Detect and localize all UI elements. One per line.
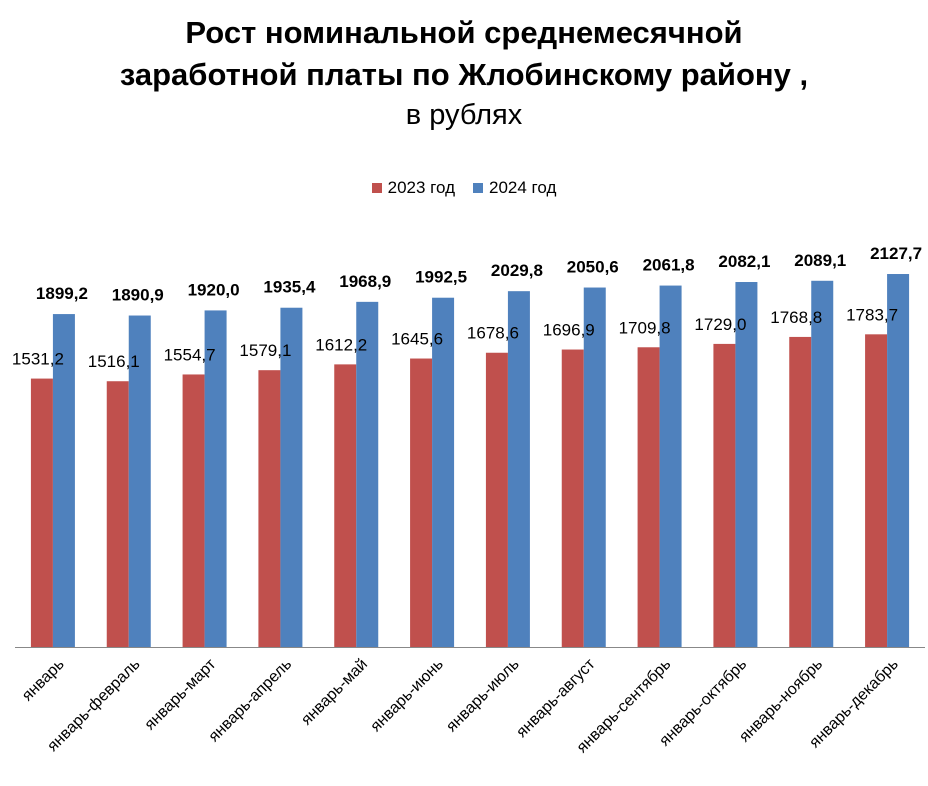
- bar-2023-6: [485, 352, 508, 647]
- bar-2023-8: [637, 347, 660, 647]
- chart-subtitle: в рублях: [405, 99, 523, 131]
- bar-2023-4: [334, 364, 357, 647]
- bar-2024-4: [356, 301, 379, 647]
- x-tick-label-6: январь-июль: [443, 656, 523, 736]
- data-label-2024-10: 2089,1: [794, 251, 846, 270]
- bar-2023-3: [258, 370, 281, 647]
- bar-2023-9: [713, 343, 736, 647]
- legend-swatch-2024: [473, 183, 483, 193]
- bar-2023-10: [789, 336, 812, 647]
- data-label-2023-3: 1579,1: [239, 341, 291, 360]
- bar-2024-10: [811, 280, 834, 647]
- data-label-2024-5: 1992,5: [415, 268, 467, 287]
- legend-label-2023: 2023 год: [387, 178, 455, 197]
- legend-swatch-2023: [371, 183, 382, 193]
- data-label-2023-9: 1729,0: [694, 315, 746, 334]
- x-tick-label-2: январь-март: [142, 655, 220, 733]
- bar-2024-7: [583, 287, 606, 647]
- data-label-2023-6: 1678,6: [467, 324, 519, 343]
- legend-entry-2023: 2023 год: [371, 178, 455, 198]
- bar-2024-5: [432, 297, 455, 647]
- bar-2024-3: [280, 307, 303, 647]
- data-label-2023-5: 1645,6: [391, 330, 443, 349]
- data-label-2024-0: 1899,2: [36, 284, 88, 303]
- data-label-2023-10: 1768,8: [770, 308, 822, 327]
- chart-title-line-2: заработной платы по Жлобинскому району ,: [119, 57, 809, 92]
- bar-2023-5: [410, 358, 433, 647]
- data-label-2023-4: 1612,2: [315, 335, 367, 354]
- legend-label-2024: 2024 год: [489, 178, 557, 197]
- data-label-2023-8: 1709,8: [619, 318, 671, 337]
- bar-2023-7: [561, 349, 584, 647]
- data-label-2024-11: 2127,7: [870, 244, 922, 263]
- data-label-2023-7: 1696,9: [543, 321, 595, 340]
- bar-2024-1: [128, 315, 151, 647]
- bar-2023-2: [182, 374, 205, 647]
- x-tick-label-3: январь-апрель: [206, 656, 296, 746]
- bar-2024-6: [507, 291, 530, 647]
- data-label-2024-1: 1890,9: [112, 286, 164, 305]
- data-label-2024-9: 2082,1: [718, 252, 770, 271]
- bar-2024-0: [52, 314, 75, 647]
- data-label-2024-4: 1968,9: [339, 272, 391, 291]
- chart-title: Рост номинальной среднемесячной заработн…: [0, 12, 928, 134]
- data-label-2023-11: 1783,7: [846, 305, 898, 324]
- x-tick-label-5: январь-июнь: [367, 656, 446, 735]
- data-label-2024-3: 1935,4: [263, 278, 316, 297]
- x-tick-label-4: январь-май: [298, 656, 371, 729]
- data-label-2023-0: 1531,2: [12, 350, 64, 369]
- bar-2024-11: [887, 274, 910, 647]
- bar-2024-9: [735, 282, 758, 647]
- chart-legend: 2023 год 2024 год: [0, 178, 928, 198]
- bar-2023-0: [30, 378, 53, 647]
- bar-2023-11: [865, 334, 888, 647]
- bar-2023-1: [106, 381, 129, 647]
- x-tick-label-7: январь-август: [513, 655, 599, 741]
- data-label-2024-6: 2029,8: [491, 261, 543, 280]
- data-label-2023-2: 1554,7: [164, 345, 216, 364]
- data-label-2024-2: 1920,0: [188, 280, 240, 299]
- data-label-2023-1: 1516,1: [88, 352, 140, 371]
- chart-title-line-1: Рост номинальной среднемесячной: [185, 15, 743, 50]
- legend-entry-2024: 2024 год: [473, 178, 556, 198]
- x-tick-label-0: январь: [19, 656, 68, 705]
- data-label-2024-7: 2050,6: [567, 258, 619, 277]
- bar-2024-8: [659, 285, 682, 647]
- data-label-2024-8: 2061,8: [643, 256, 695, 275]
- bar-2024-2: [204, 310, 227, 647]
